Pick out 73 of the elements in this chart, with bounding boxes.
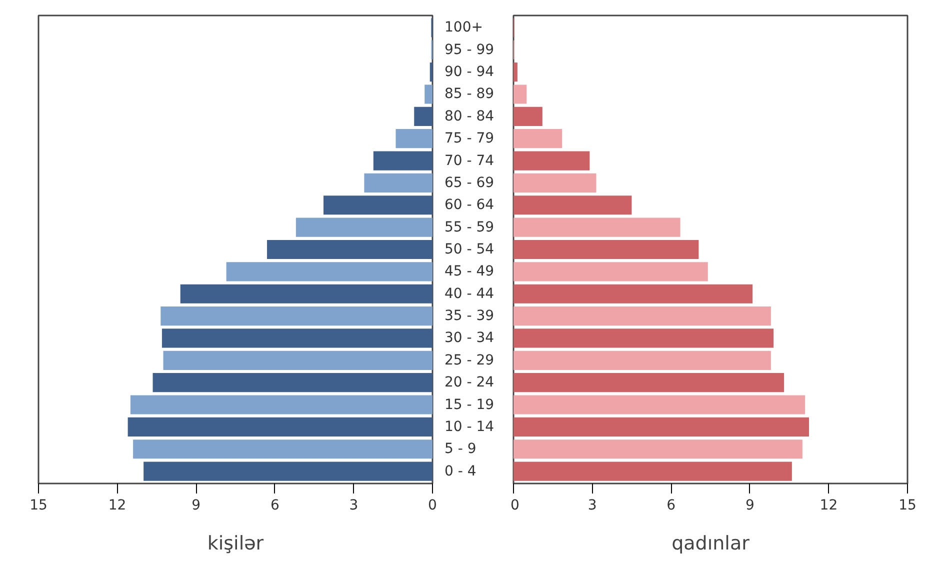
bar [424,84,432,104]
bar [514,173,596,192]
bar [514,151,590,170]
y-tick-label: 60 - 64 [444,197,494,214]
bar [514,240,699,260]
bar [514,440,802,459]
y-tick-label: 40 - 44 [444,286,494,302]
y-tick-label: 25 - 29 [444,352,494,368]
bar [514,373,784,392]
bar [514,462,792,481]
bar [226,262,432,282]
x-tick-label: 9 [745,498,754,514]
bar [163,350,432,370]
bar [162,328,432,348]
y-tick-label: 35 - 39 [444,308,494,324]
bar [514,306,771,326]
bar [514,106,542,126]
bar [323,196,432,215]
x-tick-label: 0 [428,498,437,514]
bar [144,462,432,481]
bar [160,306,432,326]
bar [180,284,432,304]
bar [430,62,432,82]
bar [128,417,432,436]
bar [296,218,432,237]
x-tick-label: 3 [588,498,597,514]
x-axis-title: qadınlar [672,532,750,554]
bar [152,373,432,392]
x-tick-label: 15 [898,498,916,514]
bar [514,129,562,148]
bar [514,84,527,104]
y-tick-label: 80 - 84 [444,108,494,124]
bar [364,173,432,192]
y-tick-label: 95 - 99 [444,42,494,58]
y-tick-label: 30 - 34 [444,330,494,346]
x-tick-label: 9 [192,498,201,514]
y-tick-label: 20 - 24 [444,374,494,391]
bar [133,440,432,459]
x-tick-label: 15 [30,498,48,514]
y-tick-label: 5 - 9 [444,441,476,458]
x-axis-title: kişilər [207,532,264,554]
y-tick-label: 55 - 59 [444,219,494,236]
bar [414,106,432,126]
bar [396,129,432,148]
bar [514,350,771,370]
bar [267,240,432,260]
bar [514,62,518,82]
y-tick-label: 50 - 54 [444,242,494,258]
y-tick-label: 10 - 14 [444,418,494,435]
bar [514,262,708,282]
bar [514,328,774,348]
y-tick-label: 70 - 74 [444,152,494,169]
y-tick-label: 0 - 4 [444,463,476,480]
y-tick-label: 15 - 19 [444,396,494,413]
bar [514,284,753,304]
y-tick-label: 100+ [444,20,483,36]
bar [514,395,806,414]
x-tick-label: 6 [270,498,280,514]
bar [130,395,432,414]
y-tick-label: 85 - 89 [444,86,494,102]
y-tick-label: 65 - 69 [444,174,494,191]
x-tick-label: 3 [349,498,358,514]
bar [514,417,809,436]
x-tick-label: 6 [666,498,676,514]
y-tick-label: 90 - 94 [444,64,494,80]
x-tick-label: 12 [108,498,126,514]
x-tick-label: 12 [820,498,838,514]
x-tick-label: 0 [510,498,520,514]
bar [514,218,680,237]
bar [514,196,632,215]
bar [373,151,432,170]
y-tick-label: 45 - 49 [444,264,494,280]
y-tick-label: 75 - 79 [444,130,494,147]
